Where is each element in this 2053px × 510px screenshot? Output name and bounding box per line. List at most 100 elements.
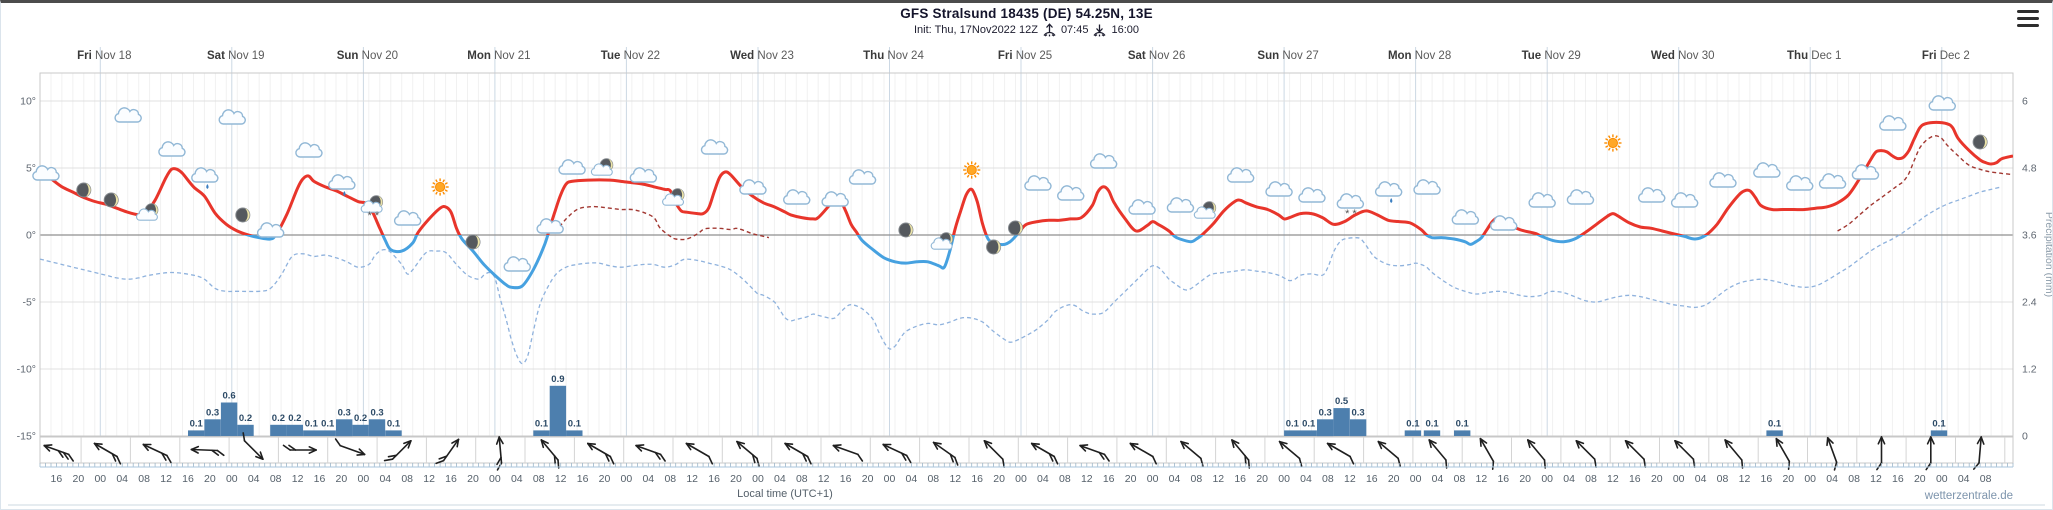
wind-barb <box>1030 442 1059 465</box>
time-label: 04 <box>1169 473 1181 485</box>
wind-barb <box>736 440 760 467</box>
cloud-rain-icon <box>191 167 219 189</box>
precip-bar <box>1349 419 1367 437</box>
wind-barb <box>1876 436 1886 471</box>
cloud-icon <box>295 142 323 158</box>
wind-barb <box>1129 442 1157 465</box>
time-label: 08 <box>1191 473 1203 485</box>
time-label: 04 <box>774 473 786 485</box>
time-label: 04 <box>1300 473 1312 485</box>
wind-barb <box>242 432 264 461</box>
time-label: 16 <box>314 473 326 485</box>
watermark: wetterzentrale.de <box>1924 490 2013 502</box>
moon-icon <box>986 239 1002 255</box>
chart-header: GFS Stralsund 18435 (DE) 54.25N, 13E Ini… <box>0 6 2053 37</box>
time-label: 08 <box>1322 473 1334 485</box>
cloud-icon <box>114 107 142 123</box>
cloud-icon <box>256 222 285 238</box>
time-label: 08 <box>1848 473 1860 485</box>
time-label: 12 <box>423 473 435 485</box>
time-label: 00 <box>1541 473 1553 485</box>
temp-2m-below-zero <box>243 235 1709 290</box>
time-label: 20 <box>993 473 1005 485</box>
precip-value: 0.1 <box>1286 418 1300 429</box>
precip-value: 0.1 <box>387 418 401 429</box>
svg-text:1.2: 1.2 <box>2022 364 2037 376</box>
cloud-icon <box>700 139 729 155</box>
wind-barb <box>1428 439 1448 469</box>
cloud-icon <box>1670 192 1699 208</box>
wind-barb <box>540 439 560 469</box>
time-label: 20 <box>1519 473 1531 485</box>
precip-bar <box>549 385 567 437</box>
day-label: Sun Nov 27 <box>1257 50 1318 62</box>
time-label: 04 <box>1826 473 1838 485</box>
grid-vertical <box>50 47 2003 436</box>
time-label: 00 <box>1147 473 1159 485</box>
precip-value: 0.3 <box>1319 407 1332 418</box>
time-label: 12 <box>1739 473 1751 485</box>
cloud-icon <box>1451 209 1480 225</box>
cloud-icon <box>1166 197 1195 213</box>
time-label: 16 <box>840 473 852 485</box>
svg-text:0°: 0° <box>26 230 36 242</box>
cloud-icon <box>629 167 658 183</box>
cloud-icon <box>1851 164 1880 180</box>
time-label: 12 <box>555 473 567 485</box>
menu-icon[interactable] <box>2017 10 2039 27</box>
time-label: 12 <box>1870 473 1882 485</box>
time-label: 00 <box>752 473 764 485</box>
day-label: Wed Nov 30 <box>1651 50 1715 62</box>
time-label: 20 <box>1914 473 1926 485</box>
svg-text:-15°: -15° <box>17 431 36 443</box>
precip-value: 0.1 <box>1932 418 1946 429</box>
wind-barb <box>1377 440 1401 467</box>
time-label: 00 <box>1673 473 1685 485</box>
wind-barb <box>334 438 366 456</box>
precip-bar <box>1333 408 1350 436</box>
precip-value: 0.2 <box>239 413 252 424</box>
precip-bar <box>319 430 336 436</box>
time-label: 04 <box>1695 473 1707 485</box>
time-label: 16 <box>1366 473 1378 485</box>
precip-bar <box>533 430 550 436</box>
moon-icon <box>76 182 92 198</box>
time-label: 04 <box>1958 473 1970 485</box>
cloud-icon <box>1709 172 1737 188</box>
wind-barb <box>1925 436 1935 471</box>
time-label: 00 <box>1278 473 1290 485</box>
moon-cloud-icon <box>662 188 685 206</box>
sunrise-time: 07:45 <box>1060 24 1089 36</box>
precip-bar <box>204 419 221 437</box>
time-label: 08 <box>927 473 939 485</box>
time-label: 04 <box>511 473 523 485</box>
wind-barb <box>1674 439 1696 468</box>
cloud-icon <box>1128 199 1156 215</box>
svg-text:* *: * * <box>1345 208 1357 220</box>
time-label: 08 <box>270 473 282 485</box>
time-label: 04 <box>642 473 654 485</box>
wind-barb <box>1180 440 1204 467</box>
time-label: 04 <box>379 473 391 485</box>
precip-value: 0.1 <box>1302 418 1316 429</box>
day-label: Fri Dec 2 <box>1922 50 1970 62</box>
time-label: 12 <box>1081 473 1093 485</box>
cloud-icon <box>1638 187 1666 203</box>
cloud-icon <box>848 169 877 185</box>
day-label: Thu Nov 24 <box>863 50 924 62</box>
cloud-icon <box>536 218 564 234</box>
wind-barb <box>784 442 812 465</box>
time-label: 00 <box>489 473 501 485</box>
precip-bar <box>1766 430 1783 436</box>
wind-barb <box>983 439 1006 468</box>
time-label: 00 <box>358 473 370 485</box>
time-label: 08 <box>1059 473 1071 485</box>
moon-cloud-snow-icon: * * <box>360 195 384 222</box>
time-label: 20 <box>1256 473 1268 485</box>
time-label: 00 <box>1015 473 1027 485</box>
wind-barb <box>43 444 74 462</box>
cloud-icon <box>1818 173 1847 189</box>
cloud-icon <box>503 256 531 272</box>
